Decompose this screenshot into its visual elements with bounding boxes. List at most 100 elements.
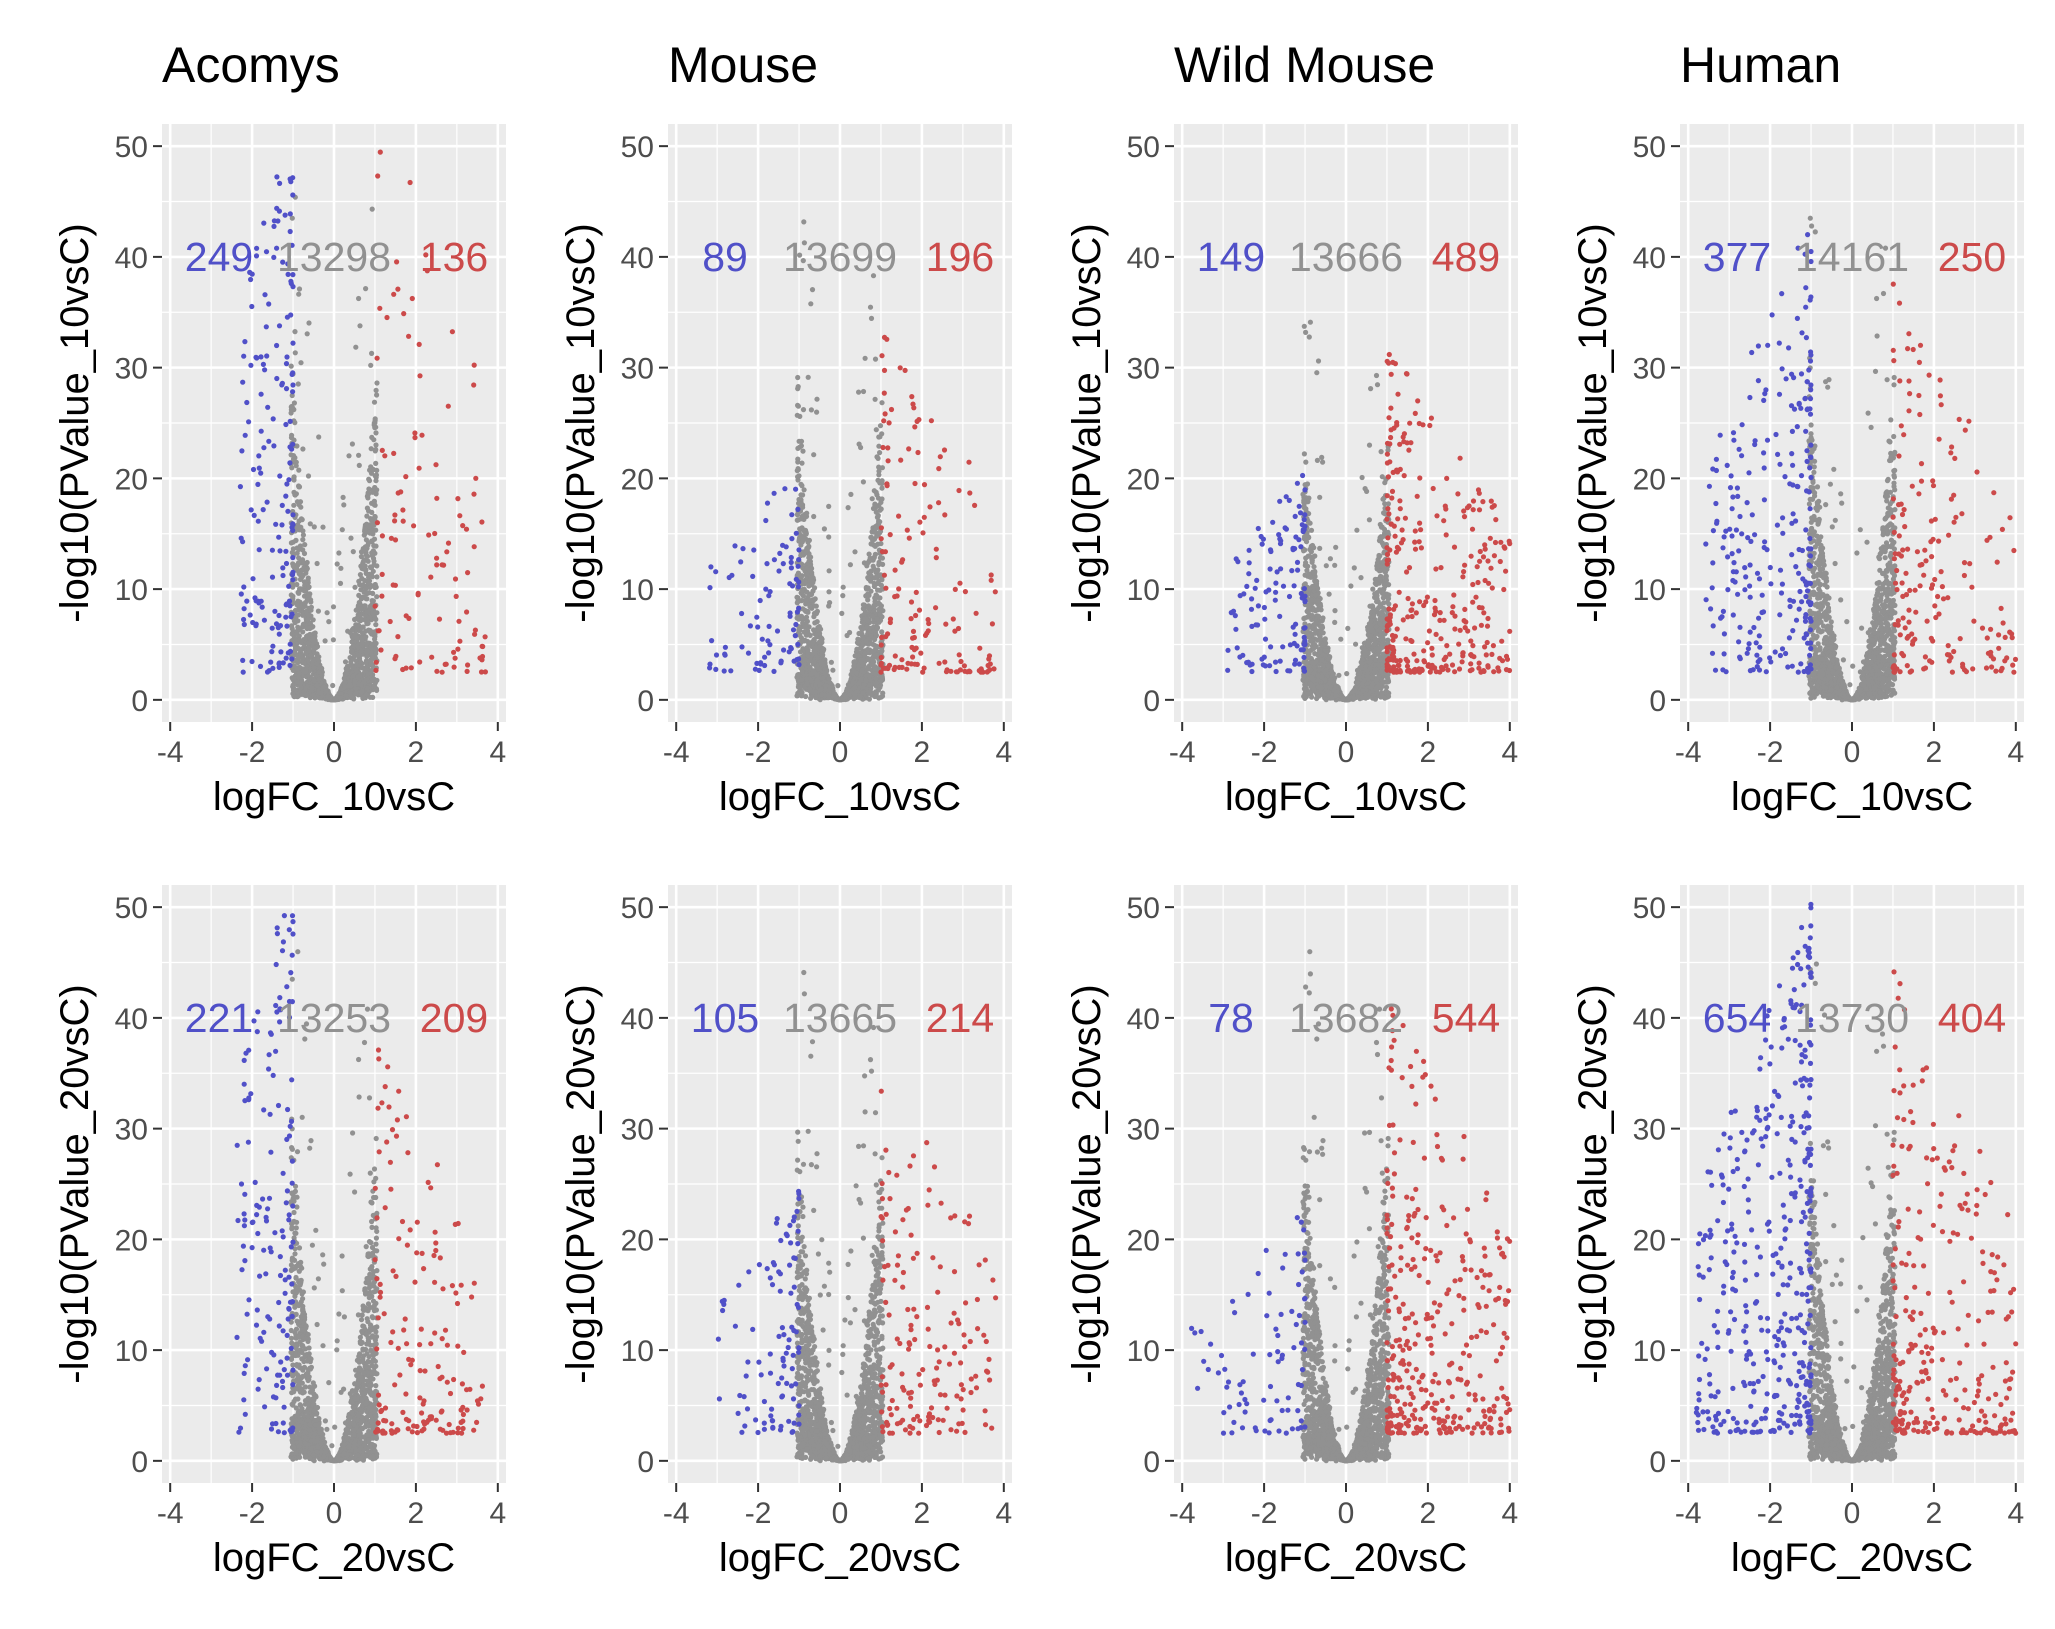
ns-point	[357, 672, 363, 679]
ns-point	[374, 392, 380, 398]
up-point	[921, 514, 927, 520]
ns-point	[1317, 494, 1323, 500]
up-point	[962, 589, 969, 595]
down-point	[780, 561, 786, 567]
ns-point	[858, 444, 864, 451]
ns-point	[302, 542, 308, 548]
up-point	[482, 634, 488, 640]
ns-point	[305, 473, 312, 479]
up-point	[906, 446, 912, 452]
down-point	[290, 555, 296, 561]
count-up-label: 196	[926, 234, 994, 280]
down-point	[755, 624, 761, 630]
up-point	[933, 546, 939, 552]
ns-point	[862, 609, 869, 615]
ns-point	[796, 627, 802, 633]
ns-point	[1371, 612, 1377, 619]
ns-point	[868, 315, 875, 321]
ns-point	[364, 513, 370, 519]
up-point	[391, 291, 397, 297]
ns-point	[293, 463, 299, 469]
ns-point	[342, 683, 348, 689]
up-point	[456, 618, 462, 624]
down-point	[288, 614, 294, 620]
ns-point	[357, 659, 364, 665]
ns-point	[830, 667, 836, 673]
ns-point	[840, 584, 846, 590]
ns-point	[348, 662, 354, 668]
down-point	[287, 176, 293, 182]
down-point	[707, 585, 713, 591]
ns-point	[365, 671, 371, 677]
ns-point	[291, 502, 297, 508]
down-point	[261, 617, 267, 623]
up-point	[384, 314, 390, 321]
ns-point	[877, 519, 883, 525]
ns-point	[794, 412, 800, 418]
up-point	[401, 311, 407, 317]
ns-point	[318, 690, 324, 697]
ns-point	[352, 631, 358, 637]
y-tick-label: 20	[115, 463, 148, 496]
ns-point	[1303, 329, 1309, 335]
down-point	[264, 353, 270, 359]
up-point	[972, 502, 978, 508]
up-point	[434, 668, 440, 674]
ns-point	[356, 462, 362, 468]
up-point	[913, 612, 919, 619]
up-point	[451, 649, 457, 655]
down-point	[759, 636, 765, 642]
ns-point	[795, 374, 801, 381]
ns-point	[296, 518, 302, 524]
ns-point	[868, 633, 874, 639]
ns-point	[338, 565, 344, 571]
ns-point	[357, 612, 363, 619]
down-point	[258, 391, 264, 397]
up-point	[478, 669, 485, 675]
up-point	[449, 329, 455, 335]
ns-point	[315, 608, 321, 614]
up-point	[878, 642, 884, 648]
up-point	[908, 599, 915, 605]
ns-point	[1366, 517, 1372, 523]
y-tick-label: 0	[1143, 685, 1160, 718]
down-point	[738, 559, 744, 565]
ns-point	[852, 549, 858, 555]
up-point	[395, 286, 401, 292]
up-point	[925, 617, 931, 623]
up-point	[910, 654, 916, 660]
down-point	[726, 574, 732, 581]
ns-point	[798, 438, 805, 444]
ns-point	[1386, 601, 1392, 607]
up-point	[416, 465, 422, 471]
ns-point	[365, 492, 371, 498]
x-axis-title: logFC_10vsC	[213, 775, 455, 819]
up-point	[373, 659, 379, 665]
ns-point	[866, 690, 872, 696]
ns-point	[852, 659, 858, 665]
down-point	[740, 546, 746, 552]
ns-point	[357, 572, 363, 578]
ns-point	[296, 467, 302, 473]
ns-point	[879, 431, 885, 437]
up-point	[471, 382, 477, 388]
down-point	[713, 569, 719, 575]
down-point	[754, 660, 760, 667]
ns-point	[304, 597, 310, 603]
ns-point	[362, 544, 368, 550]
ns-point	[871, 642, 877, 648]
down-point	[766, 650, 772, 656]
ns-point	[288, 407, 294, 413]
up-point	[377, 305, 383, 311]
ns-point	[844, 686, 850, 692]
x-tick-label: 0	[1338, 736, 1355, 769]
ns-point	[817, 681, 823, 687]
ns-point	[844, 632, 850, 639]
up-point	[394, 259, 400, 265]
ns-point	[294, 581, 300, 588]
ns-point	[819, 635, 825, 642]
ns-point	[1359, 695, 1365, 701]
ns-point	[862, 355, 868, 361]
down-point	[787, 613, 793, 619]
ns-point	[334, 561, 340, 567]
